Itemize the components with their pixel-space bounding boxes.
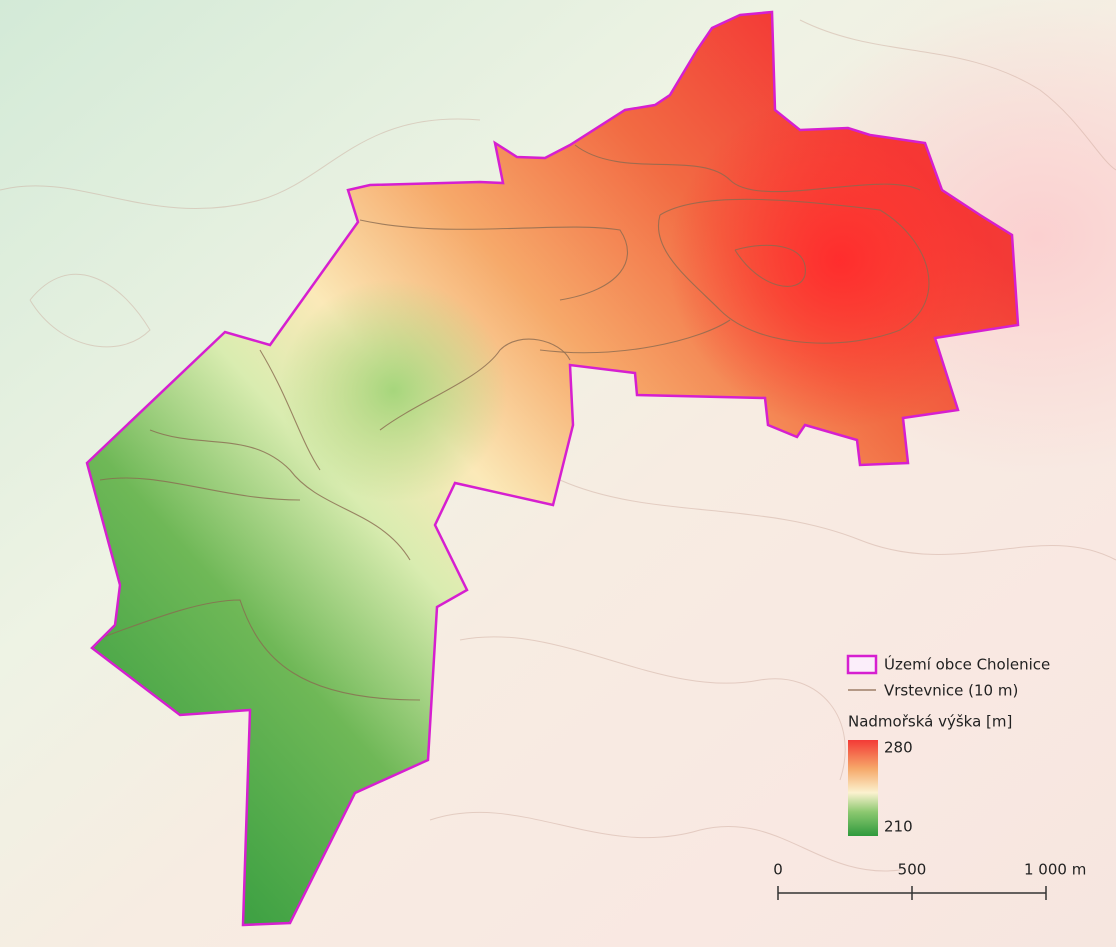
legend-boundary-symbol — [846, 654, 878, 675]
legend-label: Vrstevnice (10 m) — [884, 682, 1018, 700]
municipality-boundary — [85, 10, 1020, 927]
background-contours — [0, 19, 1116, 872]
legend-ramp-max: 280 — [884, 739, 913, 757]
legend-ramp-title: Nadmořská výška [m] — [848, 713, 1012, 731]
scale-bar-label: 0 — [773, 861, 783, 879]
scale-bar-label: 1 000 m — [1024, 861, 1086, 879]
legend-ramp-min: 210 — [884, 818, 913, 836]
legend-ramp — [848, 740, 878, 836]
legend: Území obce Cholenice Vrstevnice (10 m) N… — [846, 654, 1050, 836]
scale-bar-label: 500 — [898, 861, 927, 879]
legend-label: Území obce Cholenice — [884, 655, 1050, 674]
scale-bar: 0 500 1 000 m — [773, 861, 1086, 900]
